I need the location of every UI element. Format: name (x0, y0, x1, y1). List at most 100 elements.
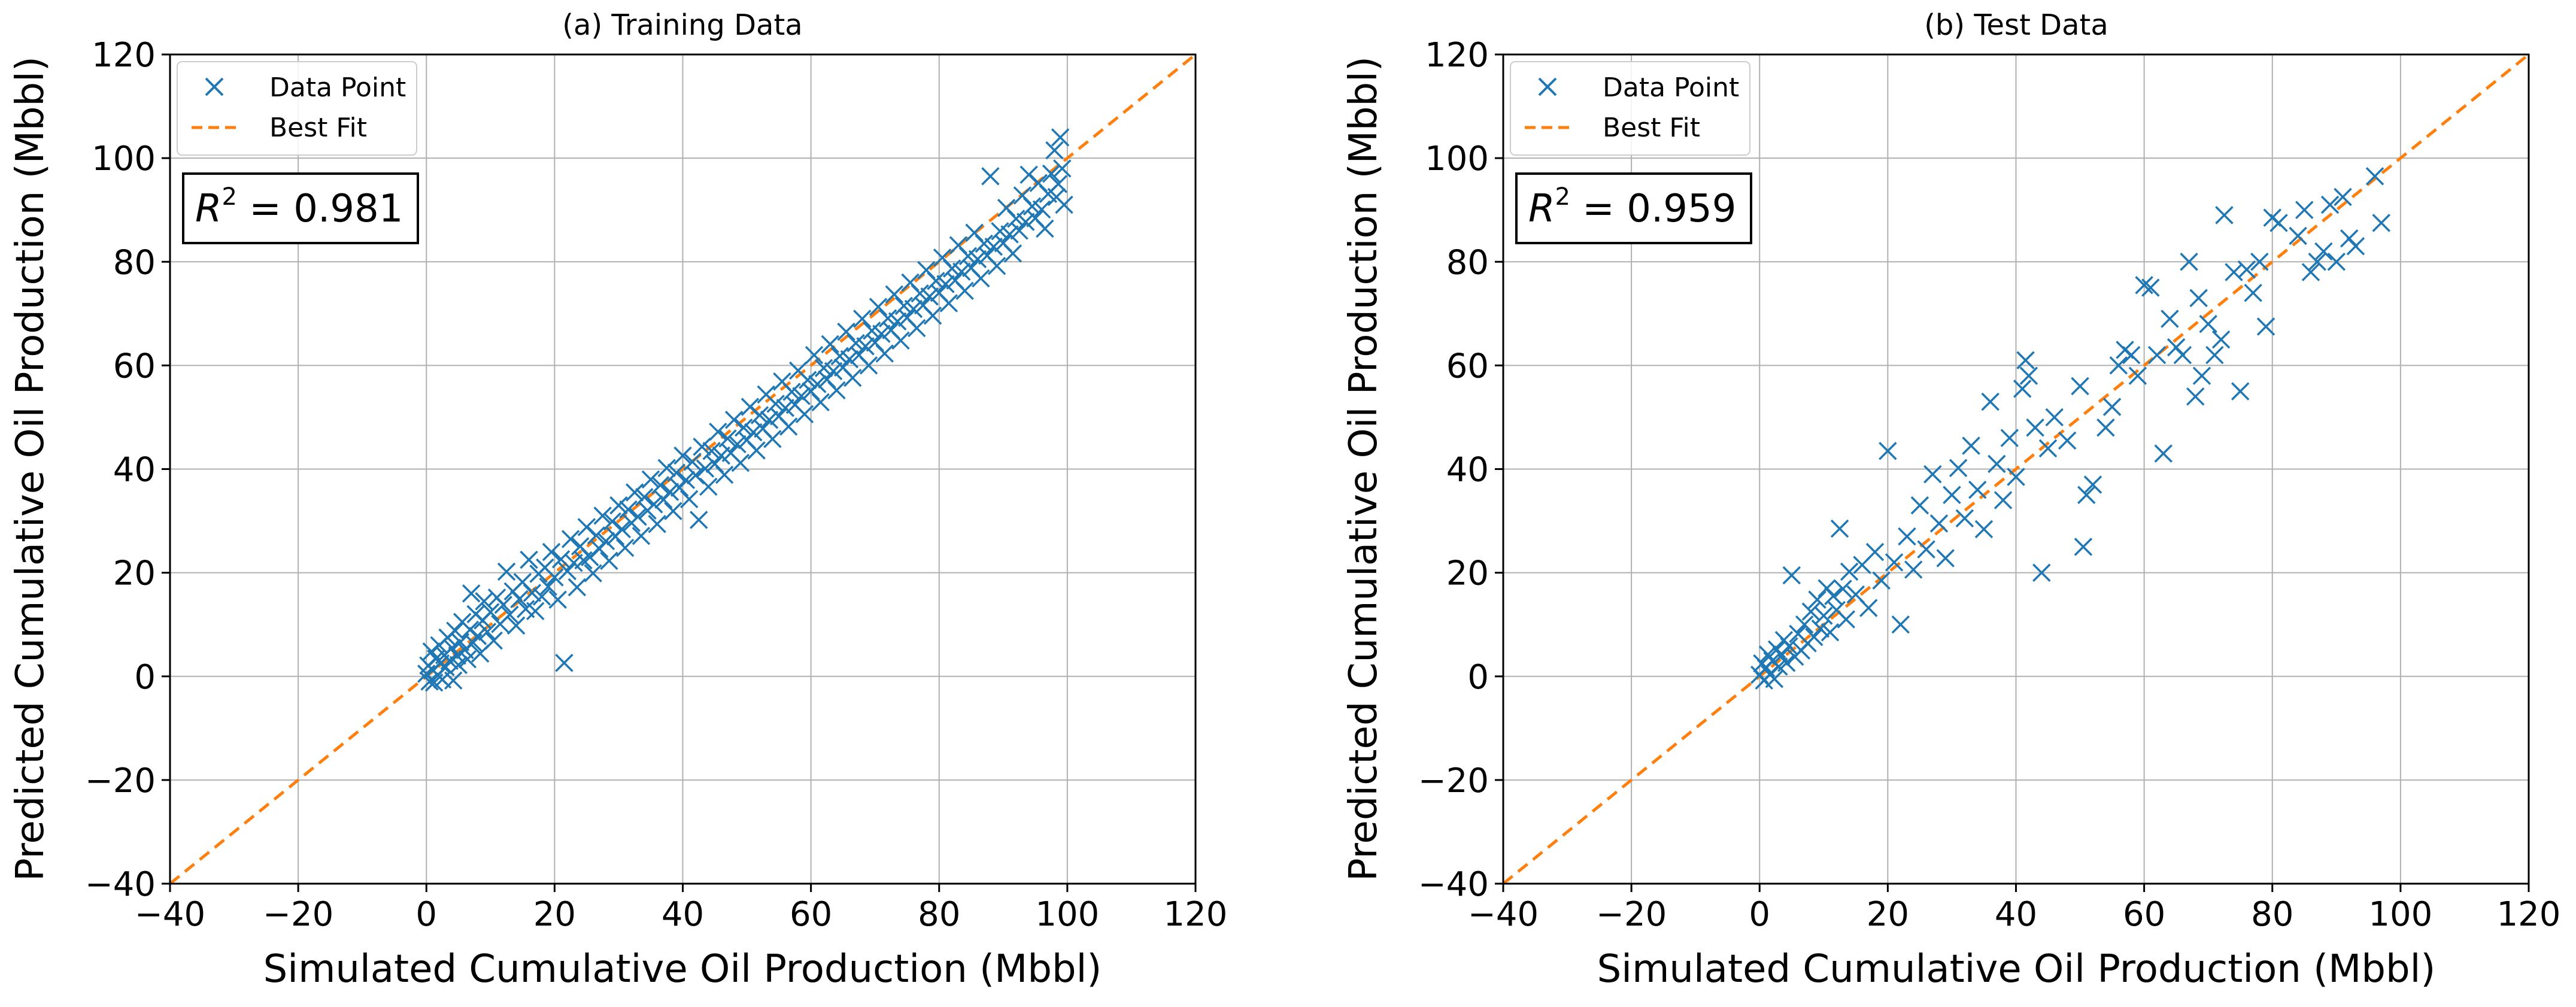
data-point (1022, 197, 1042, 216)
r-squared-text: R2 = 0.981 (195, 183, 403, 231)
x-axis-label: Simulated Cumulative Oil Production (Mbb… (1597, 947, 2436, 991)
data-point (2109, 356, 2128, 375)
data-point (936, 275, 955, 293)
data-point (837, 322, 855, 341)
r-squared-box (1515, 172, 1752, 244)
y-tick-label: 80 (1446, 243, 1489, 282)
data-point (2269, 214, 2288, 232)
data-point (1885, 553, 1904, 572)
data-point (558, 562, 577, 581)
data-point (1036, 219, 1054, 238)
data-point (1949, 459, 1968, 478)
data-point (2215, 206, 2234, 225)
data-point (1805, 627, 1823, 647)
data-point (2096, 418, 2115, 437)
data-point (1988, 454, 2006, 474)
data-point (1879, 441, 1897, 460)
data-point (2205, 345, 2224, 365)
data-point (731, 453, 750, 472)
x-tick-label: −40 (1468, 895, 1539, 934)
data-point (824, 362, 843, 381)
data-point (891, 331, 910, 350)
data-point (1962, 436, 1980, 455)
x-tick-label: 40 (662, 895, 704, 934)
chart-title: (a) Training Data (562, 8, 802, 42)
data-point (734, 418, 753, 437)
data-point (2211, 330, 2231, 349)
x-tick-label: 20 (533, 895, 576, 934)
axis-ticks: −40 −20 0 20 40 60 80 100 120 −40 −20 0 20 40 60 80 100 1… (85, 36, 1228, 934)
data-point (2007, 468, 2025, 486)
data-point (2016, 351, 2035, 369)
data-point (1994, 491, 2013, 509)
data-point (1051, 128, 1070, 147)
x-tick-label: 60 (2123, 895, 2165, 934)
y-tick-label: −20 (85, 762, 156, 800)
data-point (2231, 382, 2250, 401)
data-points (417, 128, 1073, 692)
chart-title: (b) Test Data (1924, 8, 2108, 42)
r-squared-annotation: R2 = 0.981 (182, 172, 419, 244)
data-point (2026, 418, 2044, 437)
data-point (629, 507, 647, 526)
legend-label-best-fit: Best Fit (269, 113, 367, 143)
data-point (1780, 637, 1798, 656)
data-point (987, 256, 1006, 275)
data-point (1053, 159, 1072, 178)
data-point (690, 511, 708, 529)
data-point (991, 222, 1009, 241)
data-point (2038, 439, 2058, 458)
data-point (2013, 380, 2032, 398)
data-point (981, 167, 1000, 186)
data-point (1821, 623, 1840, 642)
legend: Data Point Best Fit (1510, 61, 1750, 156)
data-point (449, 656, 468, 674)
data-point (676, 471, 696, 489)
data-point (2199, 314, 2217, 333)
data-point (478, 623, 497, 641)
data-point (2334, 187, 2352, 207)
data-point (1045, 141, 1064, 160)
x-tick-label: 80 (918, 895, 960, 934)
data-point (645, 495, 663, 514)
data-point (2327, 253, 2346, 271)
data-point (1815, 606, 1833, 625)
panel-training: (a) Training Data −40 −20 0 20 40 60 80 100 120−… (8, 8, 1227, 991)
data-point (885, 285, 904, 304)
data-point (679, 490, 699, 508)
data-point (462, 584, 481, 603)
y-tick-label: −40 (1418, 865, 1489, 904)
data-point (1003, 244, 1022, 263)
legend-marker-icon (205, 77, 224, 96)
x-tick-label: 40 (1995, 895, 2037, 934)
data-point (779, 417, 798, 436)
data-point (2128, 366, 2147, 385)
data-point (792, 387, 811, 405)
y-tick-label: −40 (85, 865, 156, 904)
data-point (1834, 580, 1852, 598)
data-point (2308, 253, 2326, 271)
data-point (911, 284, 929, 303)
data-point (2135, 275, 2153, 295)
y-tick-label: 100 (92, 139, 156, 178)
data-point (2141, 278, 2160, 297)
data-point (1955, 509, 1974, 527)
data-point (1929, 514, 1949, 533)
data-point (958, 247, 978, 265)
data-point (840, 350, 859, 369)
data-point (1910, 496, 1929, 515)
data-point (542, 542, 561, 562)
data-point (609, 496, 628, 515)
data-point (2122, 345, 2141, 365)
data-point (1859, 599, 1878, 617)
legend: Data Point Best Fit (177, 61, 417, 156)
data-point (856, 337, 875, 356)
data-point (763, 430, 782, 448)
data-point (574, 551, 593, 570)
y-tick-label: 40 (1446, 451, 1489, 490)
r-squared-box (182, 172, 419, 244)
data-point (984, 237, 1003, 256)
data-point (446, 621, 465, 640)
data-point (1974, 520, 1994, 539)
y-tick-label: 20 (113, 554, 156, 593)
